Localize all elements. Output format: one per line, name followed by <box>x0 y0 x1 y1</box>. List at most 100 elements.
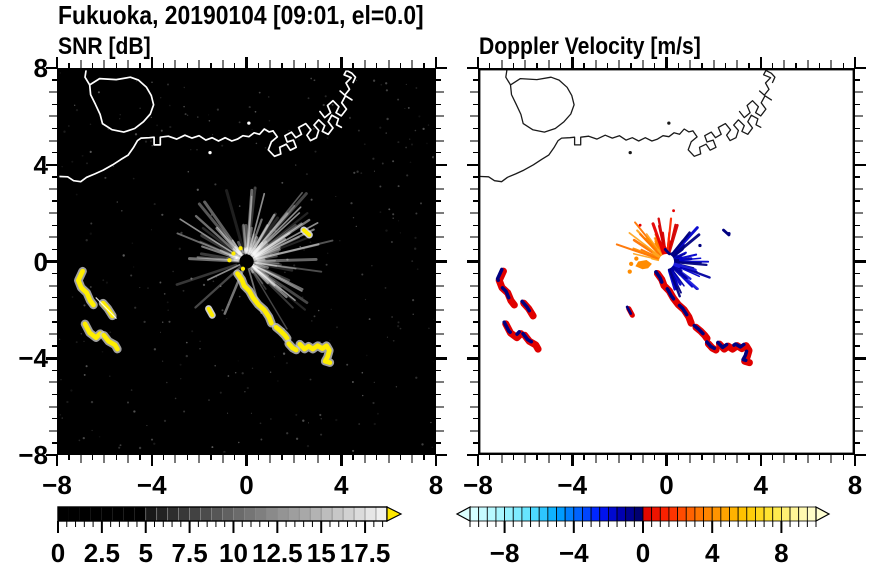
colorbar-segment <box>495 506 506 522</box>
axis-tick <box>436 333 444 336</box>
axis-tick <box>724 455 727 460</box>
axis-tick <box>436 442 441 444</box>
axis-tick <box>473 127 478 130</box>
colorbar-label: 10 <box>219 538 248 568</box>
colorbar-segment <box>564 506 575 522</box>
colorbar-segment <box>167 506 179 522</box>
colorbar-segment <box>156 506 169 522</box>
axis-tick <box>701 455 703 460</box>
x-tick-label: −8 <box>463 470 493 500</box>
axis-tick <box>305 455 307 460</box>
colorbar-segment <box>556 506 566 522</box>
axis-tick <box>689 60 692 68</box>
axis-tick <box>436 429 444 432</box>
coastline-path <box>478 128 694 183</box>
axis-tick <box>411 60 414 68</box>
axis-tick <box>618 455 621 463</box>
axis-tick <box>536 455 538 460</box>
colorbar-segment <box>746 506 756 522</box>
axis-tick <box>473 369 478 372</box>
axis-tick <box>470 115 478 118</box>
axis-tick <box>855 79 860 81</box>
axis-tick <box>436 103 441 105</box>
y-tick-label: 0 <box>33 246 48 277</box>
axis-tick <box>654 455 656 460</box>
colorbar-segment <box>266 506 278 522</box>
colorbar-segment <box>599 506 609 522</box>
radar-clutter-fan <box>175 186 334 330</box>
axis-tick <box>476 455 480 466</box>
axis-tick <box>467 357 478 360</box>
axis-tick <box>423 63 425 68</box>
axis-tick <box>423 455 425 460</box>
axis-tick <box>411 455 414 463</box>
axis-tick <box>855 405 863 408</box>
axis-tick <box>127 455 130 463</box>
axis-tick <box>783 455 786 463</box>
colorbar-segment <box>255 506 267 522</box>
axis-tick <box>795 455 797 460</box>
snr-colorbar: 0 2.5 5 7.5 10 12.5 15 17.5 <box>40 498 420 570</box>
colorbar-segment <box>123 507 135 521</box>
colorbar-segment <box>375 506 388 522</box>
axis-tick <box>736 60 739 68</box>
axis-tick <box>49 187 57 190</box>
axis-tick <box>795 63 797 68</box>
colorbar-label: 8 <box>774 538 788 568</box>
axis-tick <box>842 455 844 460</box>
axis-tick <box>245 57 248 68</box>
axis-tick <box>269 60 272 68</box>
panel-frame <box>57 68 436 455</box>
axis-tick <box>512 455 515 460</box>
doppler-map-panel <box>478 68 855 455</box>
axis-tick <box>52 103 57 105</box>
colorbar-segment <box>737 506 748 522</box>
axis-tick <box>281 63 283 68</box>
axis-tick <box>470 236 478 239</box>
axis-tick <box>473 200 478 202</box>
axis-tick <box>665 57 668 68</box>
coastline-path <box>88 76 155 133</box>
axis-tick <box>115 63 117 68</box>
colorbar-segment <box>530 506 540 522</box>
axis-tick <box>387 455 390 463</box>
axis-tick <box>434 57 438 68</box>
axis-tick <box>473 248 478 251</box>
axis-tick <box>376 63 378 68</box>
axis-tick <box>855 308 863 311</box>
axis-tick <box>186 63 188 68</box>
colorbar-segment <box>582 506 592 522</box>
axis-tick <box>724 63 727 68</box>
axis-tick <box>162 455 165 460</box>
axis-tick <box>830 60 833 68</box>
colorbar-over-arrow <box>815 505 831 523</box>
axis-tick <box>547 455 550 463</box>
colorbar-segment <box>772 506 782 522</box>
axis-tick <box>689 455 692 463</box>
axis-tick <box>49 91 57 94</box>
axis-tick <box>52 418 57 420</box>
doppler-panel-heading: Doppler Velocity [m/s] <box>479 33 701 60</box>
axis-tick <box>436 369 441 372</box>
axis-tick <box>559 63 562 68</box>
colorbar-segment <box>145 506 158 522</box>
x-tick-label: 4 <box>334 470 349 500</box>
colorbar-segment <box>780 506 791 522</box>
y-tick-label: 8 <box>33 53 48 83</box>
axis-tick <box>473 224 478 226</box>
x-tick-label: −8 <box>42 470 72 500</box>
axis-tick <box>79 60 82 68</box>
colorbar-segment <box>547 506 557 522</box>
colorbar-segment <box>607 506 618 522</box>
axis-tick <box>352 455 354 460</box>
axis-tick <box>470 333 478 336</box>
axis-tick <box>524 60 527 68</box>
axis-tick <box>618 60 621 68</box>
axis-tick <box>49 236 57 239</box>
axis-tick <box>855 260 866 263</box>
coastline-path <box>738 95 773 119</box>
axis-tick <box>855 200 860 202</box>
axis-tick <box>210 455 212 460</box>
panel-frame <box>478 68 855 455</box>
